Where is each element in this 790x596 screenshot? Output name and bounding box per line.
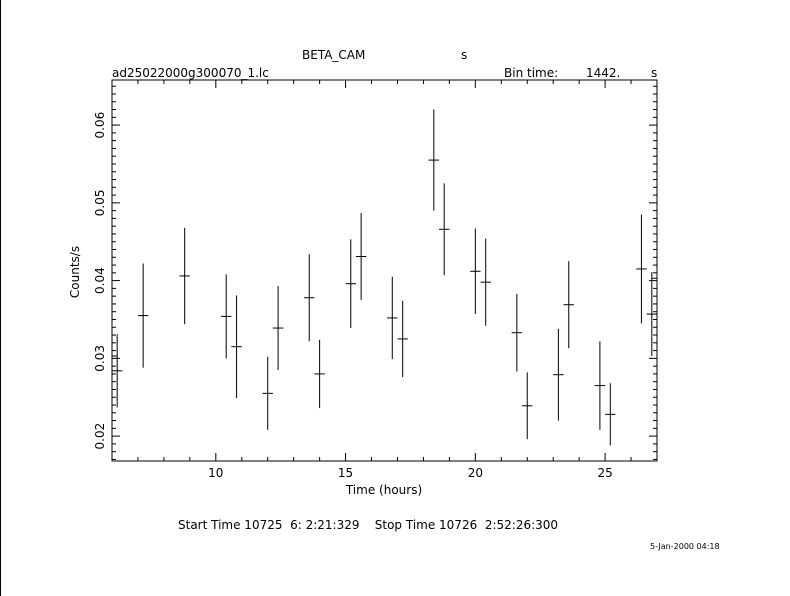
x-tick-label: 25	[597, 466, 612, 480]
data-point	[137, 263, 149, 368]
bin-time-unit: s	[651, 66, 658, 80]
data-point	[646, 272, 657, 357]
data-point	[314, 339, 325, 409]
y-axis-label: Counts/s	[68, 246, 82, 298]
plot-frame	[111, 79, 658, 462]
data-point	[605, 383, 616, 446]
bin-time-value: 1442.	[586, 66, 621, 80]
data-point	[651, 261, 658, 296]
y-tick-label: 0.02	[93, 423, 107, 450]
x-tick-label: 15	[338, 466, 353, 480]
data-point	[304, 254, 315, 342]
data-point	[511, 293, 523, 372]
x-tick-label: 10	[208, 466, 223, 480]
x-tick-label: 20	[468, 466, 483, 480]
data-point	[397, 300, 408, 378]
data-point	[355, 212, 367, 301]
bin-time-label: Bin time:	[504, 66, 559, 80]
filename-label: ad25022000g300070_1.lc	[112, 66, 269, 80]
data-point	[112, 334, 123, 408]
data-point	[179, 227, 190, 325]
data-point	[387, 276, 398, 360]
data-points	[111, 109, 658, 446]
data-point	[262, 356, 273, 430]
units-letter-label: s	[461, 48, 468, 62]
data-point	[553, 328, 564, 421]
data-point	[439, 183, 450, 276]
data-point	[470, 228, 481, 315]
data-point	[480, 238, 491, 326]
y-tick-label: 0.03	[93, 345, 107, 372]
axis-ticks	[111, 80, 658, 461]
instrument-label: BETA_CAM	[302, 48, 366, 62]
y-tick-labels: 0.02 0.03 0.04 0.05 0.06	[93, 112, 107, 450]
data-point	[428, 109, 439, 211]
data-point	[636, 214, 647, 324]
left-edge-line	[0, 0, 1, 596]
data-point	[563, 261, 574, 349]
data-point	[594, 341, 606, 430]
time-range-label: Start Time 10725 6: 2:21:329 Stop Time 1…	[178, 518, 559, 532]
y-tick-label: 0.06	[93, 112, 107, 139]
data-point	[522, 372, 533, 440]
data-point	[272, 286, 284, 371]
data-point	[221, 274, 232, 359]
x-axis-label: Time (hours)	[345, 483, 422, 497]
y-tick-label: 0.05	[93, 189, 107, 216]
date-stamp: 5-Jan-2000 04:18	[650, 542, 720, 551]
y-tick-label: 0.04	[93, 267, 107, 294]
data-point	[231, 295, 242, 399]
data-point	[345, 239, 356, 329]
x-tick-labels: 10 15 20 25	[208, 466, 613, 480]
